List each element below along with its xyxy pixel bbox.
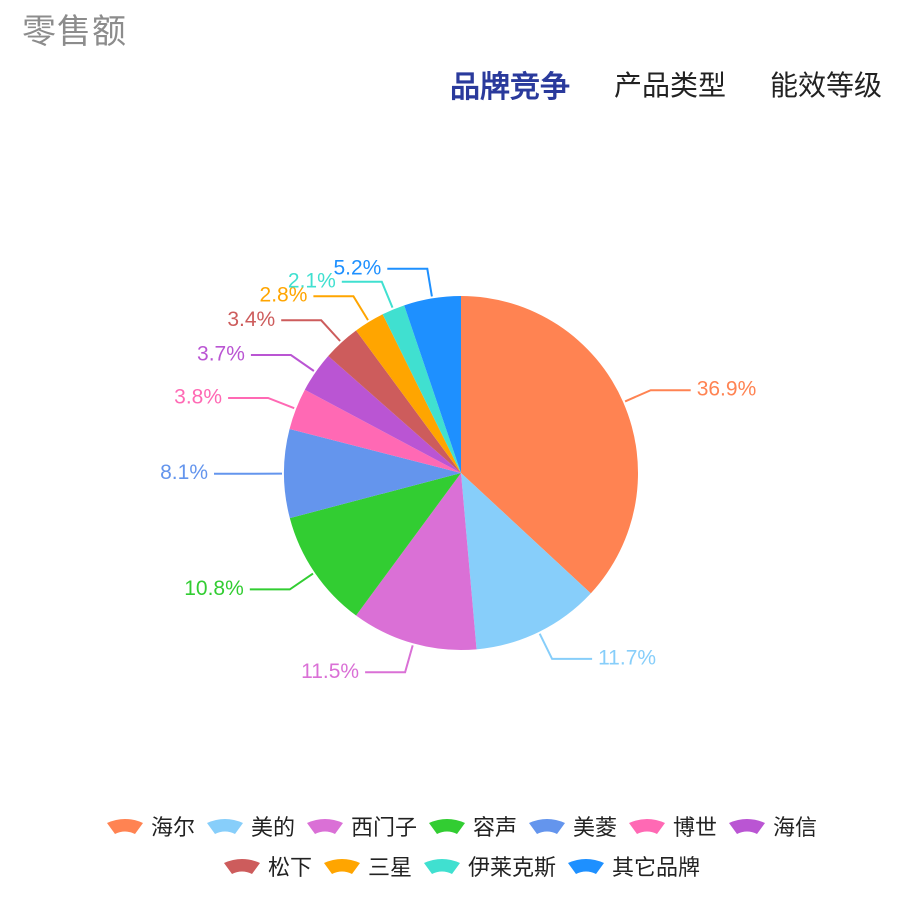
pie-slice-3[interactable] xyxy=(289,473,461,616)
leader-line-1 xyxy=(538,633,593,660)
legend-item[interactable]: 伊莱克斯 xyxy=(422,850,556,882)
legend-label: 三星 xyxy=(367,856,412,881)
fan-swatch-icon xyxy=(629,819,666,834)
data-label-0: 36.9% xyxy=(697,378,757,401)
tab-product-type[interactable]: 产品类型 xyxy=(613,69,726,102)
pie-slice-9[interactable] xyxy=(382,305,461,473)
legend-item[interactable]: 松下 xyxy=(222,850,312,882)
legend-label: 博世 xyxy=(673,816,718,841)
fan-swatch-icon xyxy=(568,859,605,874)
pie-slice-2[interactable] xyxy=(356,473,477,651)
legend-label: 海尔 xyxy=(150,816,195,841)
fan-swatch-icon xyxy=(529,819,565,834)
legend-item[interactable]: 美菱 xyxy=(527,810,617,842)
legend-label: 伊莱克斯 xyxy=(468,856,557,881)
fan-swatch-icon xyxy=(223,859,260,874)
tab-bar: 品牌竞争 产品类型 能效等级 xyxy=(450,62,882,106)
fan-swatch-icon xyxy=(106,819,143,834)
legend-label: 西门子 xyxy=(350,816,417,841)
legend-row: 海尔 美的 西门子 容声 美菱 博世 海信 xyxy=(0,806,922,846)
pie-slice-8[interactable] xyxy=(356,314,461,473)
data-label-7: 3.4% xyxy=(227,308,275,331)
legend-label: 美的 xyxy=(250,816,295,841)
data-label-9: 2.1% xyxy=(288,269,336,292)
leader-line-5 xyxy=(228,397,295,410)
fan-swatch-icon xyxy=(424,859,460,874)
leader-line-10 xyxy=(387,267,433,297)
legend-item[interactable]: 美的 xyxy=(205,810,295,842)
pie-slice-5[interactable] xyxy=(289,389,461,473)
fan-swatch-icon xyxy=(323,859,360,874)
leader-line-0 xyxy=(624,389,691,403)
legend-label: 美菱 xyxy=(573,816,618,841)
pie-slice-10[interactable] xyxy=(404,296,461,473)
legend-label: 海信 xyxy=(773,816,818,841)
legend-label: 容声 xyxy=(472,816,517,841)
fan-swatch-icon xyxy=(306,819,343,834)
leader-line-3 xyxy=(249,572,314,591)
pie-slice-1[interactable] xyxy=(461,473,591,650)
leader-line-7 xyxy=(281,319,341,342)
pie-slice-6[interactable] xyxy=(304,355,461,473)
legend-item[interactable]: 西门子 xyxy=(305,810,417,842)
fan-swatch-icon xyxy=(729,819,766,834)
pie-slice-4[interactable] xyxy=(283,428,461,519)
legend: 海尔 美的 西门子 容声 美菱 博世 海信 松下 三星 伊莱克斯 其它品牌 xyxy=(0,806,922,886)
legend-item[interactable]: 博世 xyxy=(627,810,717,842)
tab-brand-competition[interactable]: 品牌竞争 xyxy=(449,70,570,105)
leader-line-9 xyxy=(341,280,394,308)
legend-item[interactable]: 容声 xyxy=(427,810,517,842)
data-label-10: 5.2% xyxy=(333,256,381,279)
pie-slice-7[interactable] xyxy=(328,330,461,473)
legend-item[interactable]: 海信 xyxy=(727,810,817,842)
data-label-1: 11.7% xyxy=(598,646,656,669)
legend-item[interactable]: 海尔 xyxy=(105,810,195,842)
legend-item[interactable]: 三星 xyxy=(322,850,412,882)
legend-label: 其它品牌 xyxy=(612,856,701,881)
legend-row: 松下 三星 伊莱克斯 其它品牌 xyxy=(0,846,922,886)
data-label-6: 3.7% xyxy=(197,343,245,366)
page-title: 零售额 xyxy=(22,12,127,52)
data-label-2: 11.5% xyxy=(301,660,359,683)
data-label-8: 2.8% xyxy=(260,284,308,307)
tab-energy-level[interactable]: 能效等级 xyxy=(769,69,882,102)
fan-swatch-icon xyxy=(206,819,243,834)
leader-line-6 xyxy=(250,354,315,372)
data-label-3: 10.8% xyxy=(184,577,244,600)
legend-label: 松下 xyxy=(267,856,312,881)
pie-chart: 36.9% 11.7% 11.5% 10.8% 8.1% 3.8% 3.7% 3.4%2.8%… xyxy=(160,256,757,683)
leader-line-2 xyxy=(365,645,414,674)
leader-line-8 xyxy=(313,295,369,321)
legend-item[interactable]: 其它品牌 xyxy=(566,850,700,882)
data-label-5: 3.8% xyxy=(174,386,222,409)
fan-swatch-icon xyxy=(428,819,465,834)
pie-slice-0[interactable] xyxy=(461,296,639,594)
data-label-4: 8.1% xyxy=(160,461,208,484)
